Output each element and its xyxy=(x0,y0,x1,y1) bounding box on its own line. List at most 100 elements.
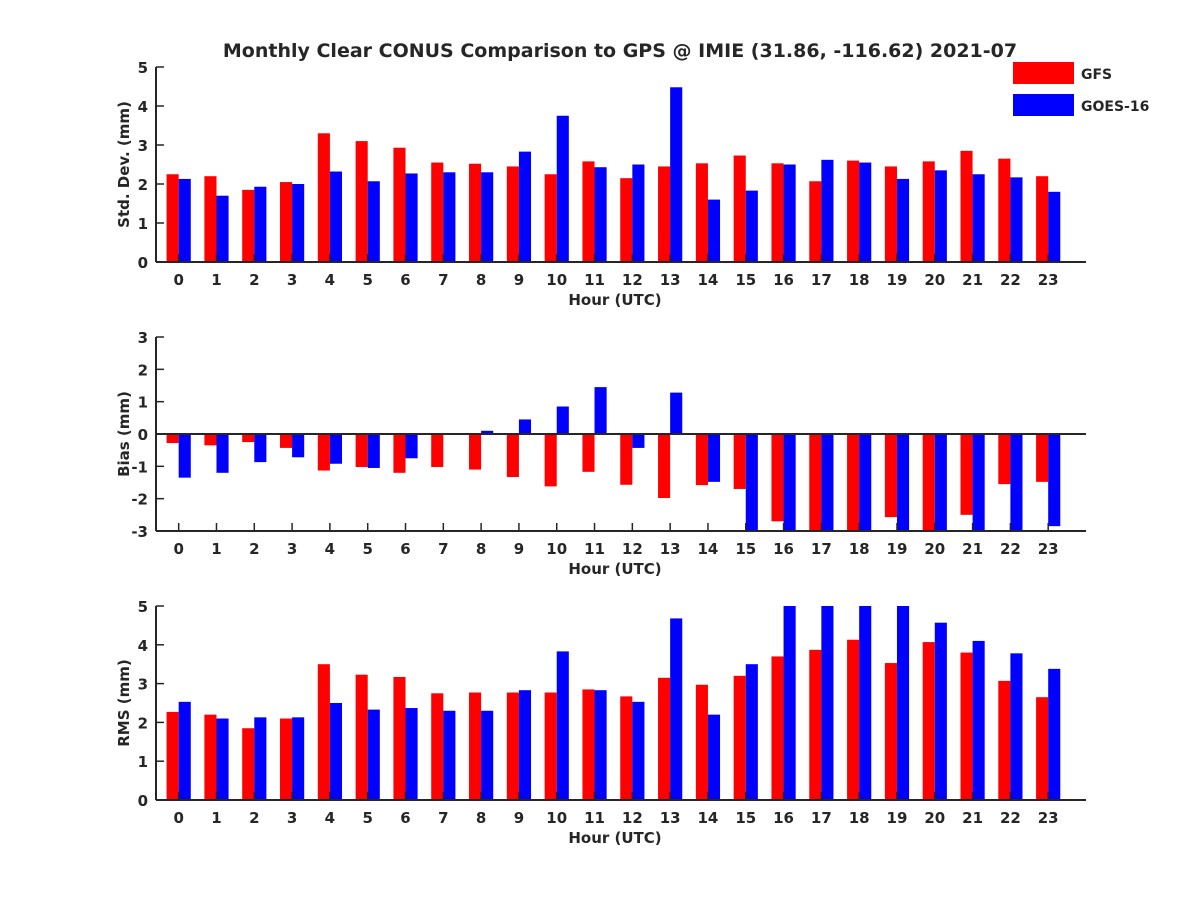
x-tick-label: 19 xyxy=(887,809,908,827)
bar-goes16-hour-8 xyxy=(481,430,494,434)
x-tick-label: 20 xyxy=(924,809,945,827)
bar-gfs-hour-21 xyxy=(960,434,973,515)
x-tick-label: 15 xyxy=(735,809,756,827)
bar-goes16-hour-13 xyxy=(670,87,683,262)
bar-gfs-hour-11 xyxy=(582,434,595,472)
x-tick-label: 8 xyxy=(476,809,486,827)
bar-gfs-hour-20 xyxy=(922,642,935,800)
bar-gfs-hour-5 xyxy=(355,674,368,800)
legend-label-gfs: GFS xyxy=(1081,67,1112,83)
x-tick-label: 20 xyxy=(924,540,945,558)
x-tick-label: 13 xyxy=(660,809,681,827)
legend-swatch-gfs xyxy=(1013,62,1074,84)
bar-gfs-hour-17 xyxy=(809,649,822,800)
bar-gfs-hour-9 xyxy=(506,166,519,262)
x-tick-label: 10 xyxy=(546,809,567,827)
bar-goes16-hour-17 xyxy=(821,434,834,531)
bar-goes16-hour-12 xyxy=(632,434,645,448)
bar-gfs-hour-21 xyxy=(960,652,973,800)
x-tick-label: 8 xyxy=(476,271,486,289)
bar-gfs-hour-8 xyxy=(469,163,482,262)
x-tick-label: 12 xyxy=(622,540,643,558)
y-axis-label: Std. Dev. (mm) xyxy=(115,101,133,228)
bar-goes16-hour-0 xyxy=(178,434,191,478)
bar-goes16-hour-10 xyxy=(556,115,569,262)
y-tick-label: 1 xyxy=(138,394,148,412)
x-tick-label: 9 xyxy=(514,271,524,289)
bar-goes16-hour-8 xyxy=(481,172,494,262)
y-tick-label: -1 xyxy=(131,458,148,476)
x-axis-label: Hour (UTC) xyxy=(568,291,661,309)
bar-gfs-hour-13 xyxy=(658,434,671,499)
y-tick-label: 3 xyxy=(138,137,148,155)
x-tick-label: 0 xyxy=(173,271,183,289)
bar-goes16-hour-3 xyxy=(292,184,305,262)
bar-goes16-hour-4 xyxy=(329,703,342,800)
bar-goes16-hour-11 xyxy=(594,167,607,262)
bar-gfs-hour-20 xyxy=(922,434,935,531)
bar-gfs-hour-22 xyxy=(998,158,1011,262)
y-axis-label: RMS (mm) xyxy=(115,659,133,746)
x-tick-label: 19 xyxy=(887,271,908,289)
bar-goes16-hour-1 xyxy=(216,718,229,800)
bar-gfs-hour-9 xyxy=(506,692,519,800)
x-axis-label: Hour (UTC) xyxy=(568,560,661,578)
bar-gfs-hour-12 xyxy=(620,178,633,262)
bar-goes16-hour-9 xyxy=(518,690,532,800)
bar-goes16-hour-5 xyxy=(367,709,380,800)
bar-goes16-hour-0 xyxy=(178,701,191,800)
bar-gfs-hour-11 xyxy=(582,689,595,800)
x-tick-label: 7 xyxy=(438,271,448,289)
y-tick-label: 3 xyxy=(138,329,148,347)
bar-gfs-hour-19 xyxy=(884,434,897,518)
bar-goes16-hour-2 xyxy=(254,717,267,800)
bar-goes16-hour-0 xyxy=(178,178,191,262)
y-tick-label: 2 xyxy=(138,176,148,194)
x-tick-label: 15 xyxy=(735,540,756,558)
bar-gfs-hour-21 xyxy=(960,150,973,262)
bar-gfs-hour-15 xyxy=(733,675,746,800)
bar-gfs-hour-10 xyxy=(544,434,557,487)
x-tick-label: 14 xyxy=(698,271,719,289)
bar-gfs-hour-4 xyxy=(317,664,330,800)
bar-gfs-hour-3 xyxy=(280,434,293,448)
x-tick-label: 16 xyxy=(773,271,794,289)
y-tick-label: 0 xyxy=(138,792,148,810)
bar-goes16-hour-18 xyxy=(859,162,872,262)
bar-gfs-hour-13 xyxy=(658,677,671,800)
y-tick-label: 1 xyxy=(138,753,148,771)
x-tick-label: 14 xyxy=(698,540,719,558)
x-axis-label: Hour (UTC) xyxy=(568,829,661,847)
bar-gfs-hour-0 xyxy=(166,174,179,262)
x-tick-label: 11 xyxy=(584,540,605,558)
bar-goes16-hour-14 xyxy=(707,434,721,482)
bar-gfs-hour-18 xyxy=(847,160,860,262)
x-tick-label: 4 xyxy=(325,809,335,827)
x-tick-label: 9 xyxy=(514,540,524,558)
bar-gfs-hour-8 xyxy=(469,692,482,800)
bar-gfs-hour-2 xyxy=(242,189,255,262)
bar-goes16-hour-4 xyxy=(329,171,342,262)
x-tick-label: 13 xyxy=(660,540,681,558)
bar-gfs-hour-4 xyxy=(317,434,330,471)
bar-gfs-hour-6 xyxy=(393,147,406,262)
bar-gfs-hour-14 xyxy=(695,684,708,800)
x-tick-label: 14 xyxy=(698,809,719,827)
bar-gfs-hour-14 xyxy=(695,434,708,486)
bar-goes16-hour-8 xyxy=(481,710,494,800)
x-tick-label: 3 xyxy=(287,540,297,558)
x-tick-label: 22 xyxy=(1000,540,1021,558)
bar-gfs-hour-6 xyxy=(393,434,406,473)
x-tick-label: 7 xyxy=(438,809,448,827)
x-tick-label: 17 xyxy=(811,271,832,289)
bar-gfs-hour-2 xyxy=(242,728,255,800)
bar-goes16-hour-14 xyxy=(707,714,721,800)
x-tick-label: 16 xyxy=(773,540,794,558)
bar-goes16-hour-20 xyxy=(934,622,947,800)
x-tick-label: 7 xyxy=(438,540,448,558)
bar-goes16-hour-19 xyxy=(896,434,910,531)
x-tick-label: 5 xyxy=(362,540,372,558)
bar-goes16-hour-16 xyxy=(783,164,796,262)
